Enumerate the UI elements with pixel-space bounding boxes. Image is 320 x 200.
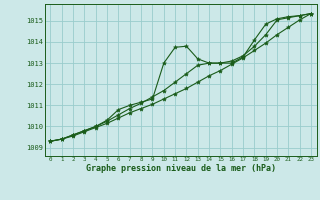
X-axis label: Graphe pression niveau de la mer (hPa): Graphe pression niveau de la mer (hPa) [86, 164, 276, 173]
